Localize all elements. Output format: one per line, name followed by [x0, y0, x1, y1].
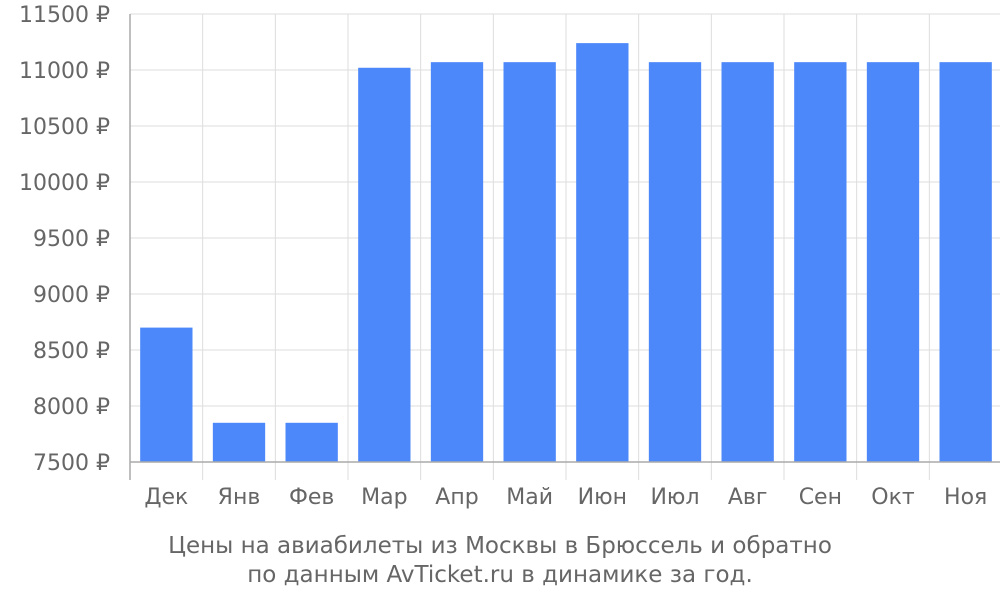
bar-Апр	[430, 62, 484, 462]
x-tick-label: Июл	[650, 485, 699, 510]
y-tick-label: 10500 ₽	[19, 115, 110, 140]
chart-caption-line-1: Цены на авиабилеты из Москвы в Брюссель …	[168, 533, 832, 559]
x-tick-label: Янв	[218, 485, 261, 510]
bar-Фев	[285, 422, 338, 462]
x-tick-label: Окт	[871, 485, 915, 510]
y-tick-label: 8000 ₽	[33, 395, 110, 420]
bar-Дек	[140, 327, 193, 462]
bars	[140, 43, 992, 463]
x-tick-label: Мар	[361, 485, 407, 510]
x-tick-label: Ноя	[944, 485, 987, 510]
bar-Май	[503, 62, 556, 462]
y-tick-label: 11500 ₽	[19, 3, 110, 28]
bar-Окт	[866, 62, 920, 462]
bar-Мар	[358, 67, 411, 462]
y-tick-label: 9000 ₽	[33, 283, 110, 308]
y-tick-label: 8500 ₽	[33, 339, 110, 364]
x-tick-label: Июн	[578, 485, 627, 510]
x-tick-label: Авг	[728, 485, 768, 510]
x-tick-label: Фев	[289, 485, 334, 510]
y-tick-label: 11000 ₽	[19, 59, 110, 84]
bar-Июн	[576, 43, 629, 463]
y-axis-tick-labels: 7500 ₽ 8000 ₽ 8500 ₽ 9000 ₽ 9500 ₽ 10000 ₽ 105…	[19, 3, 110, 476]
bar-Янв	[212, 422, 266, 462]
axes	[129, 14, 1000, 480]
grid	[130, 13, 1000, 480]
y-tick-label: 9500 ₽	[33, 227, 110, 252]
bar-Сен	[794, 62, 847, 462]
x-tick-label: Дек	[144, 485, 188, 510]
x-tick-label: Апр	[435, 485, 478, 510]
x-axis-tick-labels: Дек Янв Фев Мар Апр Май Июн Июл Авг Сен Окт Ноя	[144, 485, 987, 510]
x-tick-label: Сен	[799, 485, 842, 510]
bar-Авг	[721, 62, 774, 462]
x-tick-label: Май	[506, 485, 553, 510]
bar-Ноя	[939, 62, 992, 462]
y-tick-label: 10000 ₽	[19, 171, 110, 196]
y-tick-label: 7500 ₽	[33, 451, 110, 476]
chart-caption-line-2: по данным AvTicket.ru в динамике за год.	[247, 562, 753, 588]
bar-Июл	[648, 62, 702, 462]
